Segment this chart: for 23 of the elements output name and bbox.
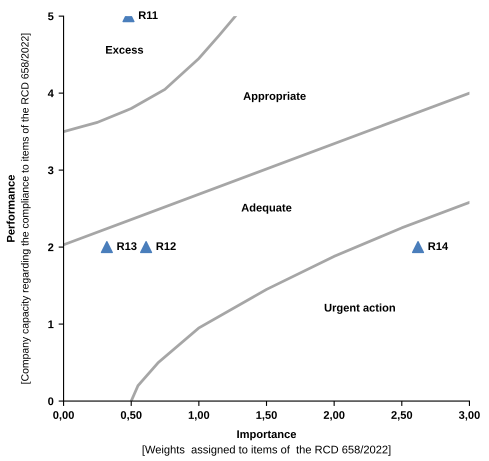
y-tick-label: 2 [48,243,54,252]
x-axis-title: Importance [Weights assigned to items of the RCD 658/2022] [142,430,390,456]
data-label: R13 [117,242,137,250]
y-tick-label: 1 [48,320,54,328]
x-tick-label: 1,50 [256,411,277,421]
annotation: Excess [106,46,144,54]
annotation: Appropriate [243,92,306,102]
y-tick-label: 4 [48,90,54,98]
x-tick-label: 2,50 [391,411,412,421]
annotation: Urgent action [324,303,395,314]
data-label: R11 [138,11,158,20]
data-label: R14 [428,242,448,250]
y-axis-title: Performance [Company capacity regarding the compliance to items of the RCD 658/2022] [6,34,31,384]
y-tick-label: 0 [48,397,54,406]
x-tick-label: 0,00 [53,411,74,421]
x-tick-label: 1,00 [188,411,210,421]
y-tick-label: 3 [48,166,54,174]
annotation: Adequate [241,203,292,214]
x-tick-label: 3,00 [458,411,480,421]
x-tick-label: 2,00 [324,411,345,421]
data-label: R12 [156,242,176,250]
y-tick-label: 5 [48,12,54,20]
x-tick-label: 0,50 [120,411,142,421]
